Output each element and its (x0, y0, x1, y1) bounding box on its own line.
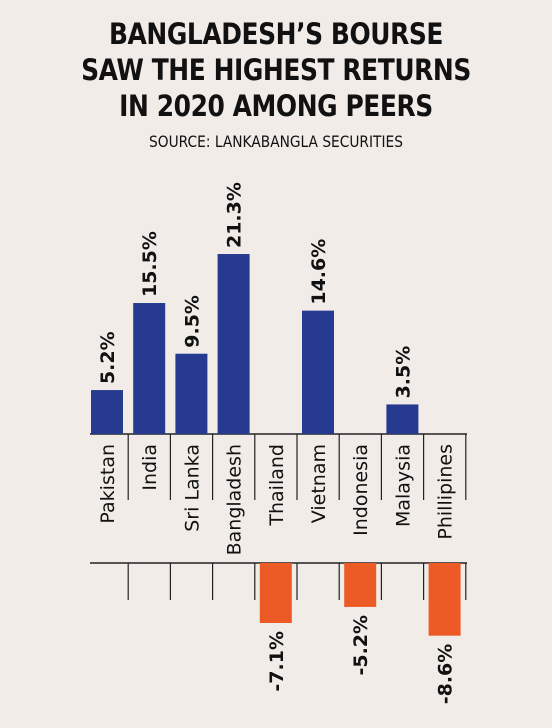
title-line-2: SAW THE HIGHEST RETURNS (81, 53, 471, 87)
source-note: SOURCE: LANKABANGLA SECURITIES (149, 132, 403, 151)
category-label: Vietnam (308, 444, 330, 523)
category-label: India (139, 444, 161, 491)
chart-title: BANGLADESH’S BOURSE SAW THE HIGHEST RETU… (39, 16, 514, 124)
category-label: Phillipines (435, 444, 457, 540)
value-label: 5.2% (97, 331, 119, 384)
value-label: 21.3% (224, 182, 246, 248)
value-label: -5.2% (350, 615, 372, 676)
title-line-1: BANGLADESH’S BOURSE (108, 17, 444, 51)
bar (217, 254, 250, 434)
value-label: -8.6% (435, 644, 457, 705)
category-label: Malaysia (392, 444, 414, 527)
category-label: Indonesia (350, 444, 372, 536)
bar (133, 303, 166, 434)
category-label: Thailand (266, 444, 288, 527)
value-label: 9.5% (181, 295, 203, 348)
value-label: 14.6% (308, 239, 330, 305)
bar (302, 310, 334, 434)
value-label: 3.5% (392, 346, 414, 399)
bar (91, 390, 123, 434)
category-label: Sri Lanka (181, 444, 203, 532)
bar (428, 563, 461, 636)
bar (175, 353, 208, 434)
value-label: 15.5% (139, 231, 161, 297)
category-label: Pakistan (97, 444, 119, 524)
bar (259, 563, 292, 623)
category-label: Bangladesh (224, 444, 246, 555)
value-label: -7.1% (266, 631, 288, 692)
bar (386, 404, 419, 434)
bar (344, 563, 377, 607)
title-line-3: IN 2020 AMONG PEERS (119, 89, 433, 123)
